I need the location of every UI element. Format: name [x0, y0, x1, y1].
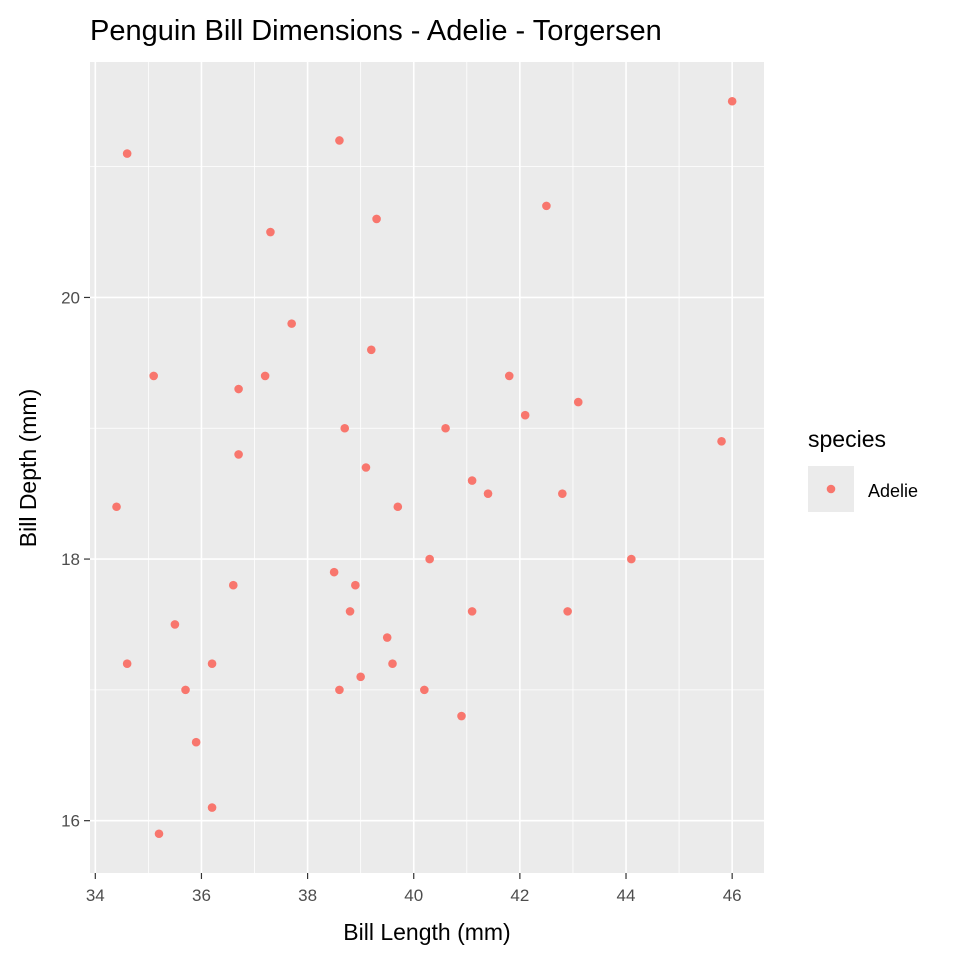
data-point	[727, 96, 737, 106]
data-point	[112, 502, 121, 512]
data-point	[122, 659, 132, 669]
x-tick-label: 38	[298, 886, 317, 905]
data-point	[170, 620, 180, 629]
data-point	[441, 423, 450, 433]
x-tick-label: 46	[723, 886, 742, 905]
x-tick-label: 42	[510, 886, 529, 905]
data-point	[542, 201, 551, 211]
x-axis-ticks: 34 36 38 40 42 44 46	[86, 873, 742, 905]
legend-label-adelie: Adelie	[868, 481, 918, 501]
data-point	[393, 502, 403, 512]
data-point	[388, 659, 397, 669]
data-point	[207, 803, 217, 812]
data-point	[504, 371, 514, 381]
data-point	[260, 371, 270, 381]
y-tick-label: 18	[61, 550, 80, 569]
data-point	[181, 685, 190, 695]
data-point	[122, 149, 132, 158]
data-point	[356, 672, 365, 682]
data-point	[382, 633, 392, 642]
data-point	[266, 227, 275, 237]
data-point	[191, 737, 201, 747]
data-point	[467, 607, 477, 616]
data-point	[287, 319, 296, 328]
x-tick-label: 40	[404, 886, 423, 905]
data-point	[483, 489, 493, 498]
data-point	[717, 437, 726, 446]
y-tick-label: 16	[61, 812, 80, 831]
data-point	[335, 685, 344, 695]
data-point	[425, 554, 434, 564]
data-point	[520, 410, 530, 420]
data-point	[329, 567, 339, 577]
data-point	[366, 345, 376, 355]
data-point	[234, 384, 243, 394]
y-tick-label: 20	[61, 288, 80, 307]
chart-title: Penguin Bill Dimensions - Adelie - Torge…	[90, 15, 662, 47]
data-point	[154, 829, 164, 839]
plot-panel	[90, 62, 764, 873]
minor-gridlines	[90, 62, 764, 873]
data-point	[234, 450, 243, 459]
data-point	[467, 476, 477, 485]
data-point	[351, 580, 360, 590]
x-tick-label: 34	[86, 886, 105, 905]
data-point	[372, 214, 381, 224]
x-axis-title: Bill Length (mm)	[343, 919, 510, 945]
data-point	[558, 489, 567, 498]
x-tick-label: 36	[192, 886, 211, 905]
legend-title: species	[808, 426, 886, 452]
data-point	[457, 711, 466, 721]
legend-key-point	[826, 484, 836, 494]
data-points	[112, 96, 737, 839]
data-point	[228, 580, 238, 590]
x-tick-label: 44	[617, 886, 636, 905]
data-point	[627, 554, 636, 564]
data-point	[149, 371, 158, 381]
data-point	[563, 607, 572, 616]
data-point	[335, 136, 344, 145]
y-axis-title: Bill Depth (mm)	[15, 389, 41, 547]
legend: species Adelie	[808, 426, 918, 512]
data-point	[207, 659, 217, 669]
data-point	[361, 463, 371, 472]
data-point	[345, 607, 355, 616]
y-axis-ticks: 16 18 20	[61, 288, 90, 831]
data-point	[340, 423, 350, 433]
data-point	[420, 685, 429, 695]
data-point	[573, 397, 583, 407]
